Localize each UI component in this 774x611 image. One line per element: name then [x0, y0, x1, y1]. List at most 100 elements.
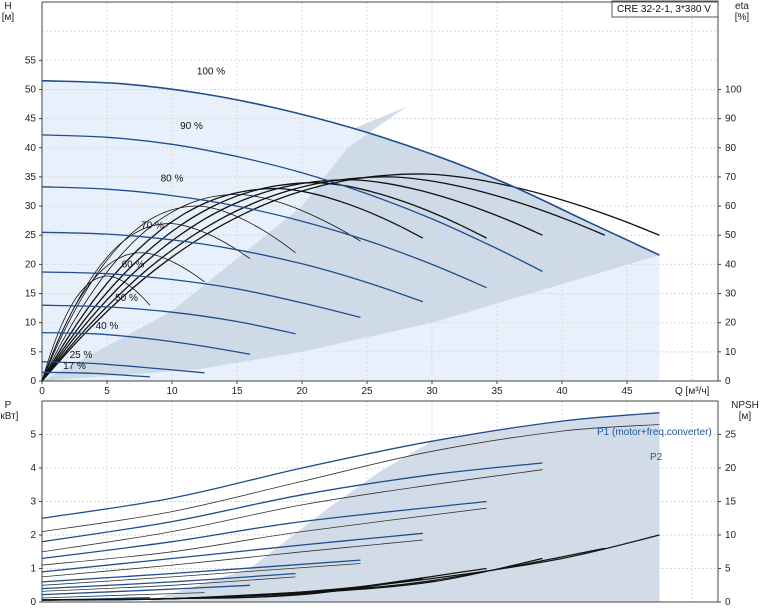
y-tick-label: 30 — [25, 201, 37, 212]
p-tick-label: 4 — [30, 463, 36, 474]
npsh-tick-label: 25 — [725, 430, 737, 441]
npsh-tick-label: 5 — [725, 564, 731, 575]
npsh-axis-title-line-1: NPSH — [731, 400, 759, 411]
y2-tick-label: 20 — [725, 318, 737, 329]
y-tick-label: 5 — [30, 347, 36, 358]
efficiency-curve — [41, 223, 251, 382]
power-curve — [41, 584, 251, 596]
head-curve — [41, 231, 424, 303]
npsh-tick-label: 20 — [725, 463, 737, 474]
power-curve — [41, 507, 487, 566]
npsh-axis-title-line-2: [м] — [739, 411, 752, 422]
speed-label: 100 % — [197, 67, 225, 78]
power-curve — [41, 412, 660, 519]
x-tick-label: 45 — [621, 386, 633, 397]
efficiency-curve — [41, 187, 424, 382]
x-tick-label: 35 — [491, 386, 503, 397]
product-label: CRE 32-2-1, 3*380 V — [617, 4, 711, 15]
y2-tick-label: 80 — [725, 143, 737, 154]
power-curves — [41, 412, 660, 601]
npsh-tick-label: 0 — [725, 597, 731, 608]
efficiency-curve — [41, 275, 151, 382]
y-tick-label: 10 — [25, 318, 37, 329]
y-tick-label: 15 — [25, 289, 37, 300]
efficiency-curve — [41, 176, 606, 382]
y-tick-label: 25 — [25, 230, 37, 241]
x-tick-label: 40 — [556, 386, 568, 397]
y-tick-label: 55 — [25, 55, 37, 66]
speed-label: 90 % — [180, 121, 203, 132]
power-curve — [41, 469, 543, 553]
power-curve — [41, 559, 361, 583]
p-tick-label: 1 — [30, 564, 36, 575]
head-curve — [41, 79, 660, 256]
efficiency-curves — [41, 173, 660, 382]
npsh-tick-label: 15 — [725, 497, 737, 508]
y-tick-label: 45 — [25, 114, 37, 125]
y2-tick-label: 60 — [725, 201, 737, 212]
x-tick-label: 30 — [426, 386, 438, 397]
head-curve — [41, 331, 251, 355]
y-tick-label: 40 — [25, 143, 37, 154]
p-tick-label: 2 — [30, 530, 36, 541]
x-tick-label: 25 — [361, 386, 373, 397]
head-curve — [41, 134, 543, 272]
head-curve — [41, 361, 205, 374]
y2-tick-label: 70 — [725, 172, 737, 183]
p2-label: P2 — [650, 452, 663, 463]
speed-label: 17 % — [63, 361, 86, 372]
x-tick-label: 10 — [166, 386, 178, 397]
head-curves — [41, 79, 660, 378]
x-tick-label: 15 — [231, 386, 243, 397]
npsh-curve — [41, 588, 361, 601]
y2-tick-label: 30 — [725, 289, 737, 300]
speed-label: 50 % — [115, 293, 138, 304]
y2-tick-label: 100 — [725, 84, 742, 95]
head-curve — [41, 271, 361, 319]
power-npsh-chart: 0 1 2 3 4 5 0 5 10 15 20 25 P[кВт] NPSH[м] P1 (motor+f… — [0, 400, 759, 608]
x-axis-title: Q [м³/ч] — [675, 386, 710, 397]
speed-label: 70 % — [141, 221, 164, 232]
p-axis-title-line-1: P — [5, 400, 12, 411]
speed-label: 80 % — [161, 173, 184, 184]
y-axis-title-line-2: [м] — [2, 12, 15, 23]
y2-tick-label: 40 — [725, 259, 737, 270]
power-curve — [41, 572, 296, 590]
npsh-curves — [41, 534, 660, 601]
head-curve — [41, 304, 296, 335]
power-curve — [41, 563, 361, 586]
head-curve — [41, 371, 150, 378]
efficiency-curve — [41, 179, 543, 382]
y-axis-title-line-1: H — [4, 1, 11, 12]
efficiency-curve — [41, 182, 487, 382]
x-tick-label: 0 — [39, 386, 45, 397]
operating-area-dark — [42, 107, 660, 381]
p-tick-label: 0 — [30, 597, 36, 608]
p-tick-label: 5 — [30, 430, 36, 441]
y-tick-label: 35 — [25, 172, 37, 183]
y-tick-label: 0 — [30, 376, 36, 387]
npsh-tick-label: 10 — [725, 530, 737, 541]
y-tick-label: 50 — [25, 84, 37, 95]
y2-tick-label: 0 — [725, 376, 731, 387]
head-chart: 0 5 10 15 20 25 30 35 40 45 0 5 10 15 20 25 30 35 40 45 50 55… — [2, 1, 750, 397]
p-axis-title-line-2: [кВт] — [0, 411, 19, 422]
p-tick-label: 3 — [30, 497, 36, 508]
x-tick-label: 5 — [104, 386, 110, 397]
y-tick-label: 20 — [25, 259, 37, 270]
power-curve — [41, 424, 660, 532]
y2-tick-label: 50 — [725, 230, 737, 241]
power-curve — [41, 576, 296, 592]
speed-label: 40 % — [96, 321, 119, 332]
y2-tick-label: 10 — [725, 347, 737, 358]
power-curve — [41, 592, 205, 599]
y2-tick-label: 90 — [725, 114, 737, 125]
efficiency-curve — [41, 205, 296, 382]
power-curve — [41, 532, 423, 573]
power-curve — [41, 539, 423, 578]
head-curve — [41, 186, 487, 289]
y2-axis-title-line-1: eta — [735, 1, 749, 12]
speed-label: 25 % — [70, 350, 93, 361]
p1-label: P1 (motor+freq.converter) — [597, 427, 712, 438]
x-tick-label: 20 — [296, 386, 308, 397]
